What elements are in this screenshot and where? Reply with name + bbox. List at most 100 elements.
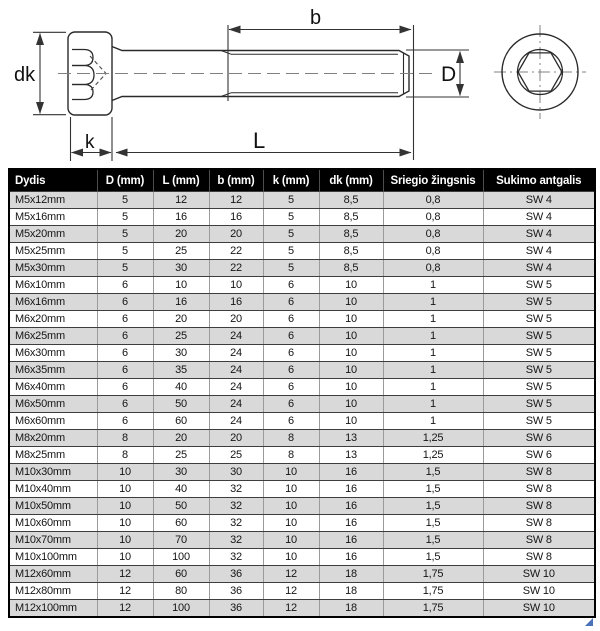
table-row: M10x70mm 10 70 32 10 16 1,5 SW 8 — [8, 531, 596, 549]
value-cell: SW 6 — [482, 429, 596, 447]
value-cell: 6 — [262, 412, 320, 430]
value-cell: 30 — [152, 463, 210, 481]
table-row: M6x35mm 6 35 24 6 10 1 SW 5 — [8, 361, 596, 379]
value-cell: 6 — [96, 378, 154, 396]
value-cell: 1,5 — [382, 480, 484, 498]
value-cell: 8,5 — [318, 259, 384, 277]
table-row: M10x50mm 10 50 32 10 16 1,5 SW 8 — [8, 497, 596, 515]
value-cell: 13 — [318, 446, 384, 464]
value-cell: 60 — [152, 514, 210, 532]
size-cell: M12x80mm — [8, 582, 98, 600]
dimension-b — [227, 25, 412, 101]
value-cell: 50 — [152, 395, 210, 413]
table-row: M10x30mm 10 30 30 10 16 1,5 SW 8 — [8, 463, 596, 481]
table-body: M5x12mm 5 12 12 5 8,5 0,8 SW 4 M5x16mm 5 16 16 5 8,5 0… — [8, 191, 596, 618]
value-cell: 20 — [208, 429, 264, 447]
table-row: M6x60mm 6 60 24 6 10 1 SW 5 — [8, 412, 596, 430]
hex-socket-icon — [517, 52, 563, 92]
size-cell: M6x20mm — [8, 310, 98, 328]
label-L: L — [253, 128, 265, 153]
column-header: D (mm) — [97, 169, 154, 192]
value-cell: 1,75 — [382, 565, 484, 583]
table-row: M10x100mm 10 100 32 10 16 1,5 SW 8 — [8, 548, 596, 566]
value-cell: SW 10 — [482, 582, 596, 600]
value-cell: 10 — [208, 276, 264, 294]
size-cell: M5x25mm — [8, 242, 98, 260]
value-cell: 6 — [262, 344, 320, 362]
column-header: k (mm) — [263, 169, 320, 192]
value-cell: 16 — [318, 531, 384, 549]
value-cell: SW 4 — [482, 225, 596, 243]
size-cell: M8x25mm — [8, 446, 98, 464]
table-row: M5x20mm 5 20 20 5 8,5 0,8 SW 4 — [8, 225, 596, 243]
value-cell: 10 — [262, 514, 320, 532]
value-cell: 5 — [96, 191, 154, 209]
size-cell: M12x100mm — [8, 599, 98, 618]
value-cell: 16 — [208, 208, 264, 226]
value-cell: 1,75 — [382, 599, 484, 618]
value-cell: 6 — [262, 395, 320, 413]
table-header-row: Dydis D (mm) L (mm) b (mm) k (mm) dk (mm) Srie… — [9, 169, 596, 192]
value-cell: 25 — [152, 327, 210, 345]
value-cell: 0,8 — [382, 191, 484, 209]
size-cell: M5x30mm — [8, 259, 98, 277]
value-cell: 24 — [208, 395, 264, 413]
table-row: M5x25mm 5 25 22 5 8,5 0,8 SW 4 — [8, 242, 596, 260]
table-row: M6x20mm 6 20 20 6 10 1 SW 5 — [8, 310, 596, 328]
value-cell: 5 — [262, 208, 320, 226]
value-cell: SW 8 — [482, 480, 596, 498]
dimension-D — [406, 49, 469, 98]
value-cell: 1 — [382, 293, 484, 311]
value-cell: 32 — [208, 480, 264, 498]
value-cell: 5 — [262, 259, 320, 277]
value-cell: 5 — [96, 259, 154, 277]
value-cell: 1 — [382, 344, 484, 362]
value-cell: 6 — [96, 310, 154, 328]
screw-side-view — [58, 31, 432, 116]
value-cell: 10 — [96, 463, 154, 481]
value-cell: 10 — [262, 531, 320, 549]
size-cell: M10x70mm — [8, 531, 98, 549]
size-cell: M12x60mm — [8, 565, 98, 583]
value-cell: SW 5 — [482, 378, 596, 396]
value-cell: 1,5 — [382, 548, 484, 566]
size-cell: M6x10mm — [8, 276, 98, 294]
column-header: b (mm) — [209, 169, 264, 192]
value-cell: 6 — [262, 276, 320, 294]
value-cell: 24 — [208, 412, 264, 430]
value-cell: SW 5 — [482, 293, 596, 311]
value-cell: 60 — [152, 412, 210, 430]
value-cell: 6 — [96, 395, 154, 413]
value-cell: SW 5 — [482, 344, 596, 362]
value-cell: 32 — [208, 531, 264, 549]
column-header: dk (mm) — [319, 169, 384, 192]
value-cell: SW 8 — [482, 514, 596, 532]
dimension-dk — [33, 31, 66, 116]
value-cell: 1 — [382, 276, 484, 294]
value-cell: 40 — [152, 378, 210, 396]
value-cell: 100 — [152, 548, 210, 566]
value-cell: 6 — [96, 344, 154, 362]
value-cell: 22 — [208, 242, 264, 260]
value-cell: 20 — [208, 225, 264, 243]
value-cell: 12 — [262, 565, 320, 583]
value-cell: SW 4 — [482, 259, 596, 277]
value-cell: 5 — [262, 225, 320, 243]
value-cell: 16 — [318, 548, 384, 566]
value-cell: 10 — [96, 497, 154, 515]
value-cell: 12 — [208, 191, 264, 209]
value-cell: 22 — [208, 259, 264, 277]
value-cell: 8 — [96, 429, 154, 447]
value-cell: 5 — [96, 225, 154, 243]
value-cell: 1 — [382, 412, 484, 430]
value-cell: 6 — [262, 378, 320, 396]
value-cell: 12 — [96, 582, 154, 600]
value-cell: 20 — [208, 310, 264, 328]
value-cell: 32 — [208, 548, 264, 566]
value-cell: 1 — [382, 395, 484, 413]
value-cell: SW 8 — [482, 531, 596, 549]
value-cell: 24 — [208, 344, 264, 362]
table-row: M5x30mm 5 30 22 5 8,5 0,8 SW 4 — [8, 259, 596, 277]
column-header: Sriegio žingsnis — [383, 169, 484, 192]
